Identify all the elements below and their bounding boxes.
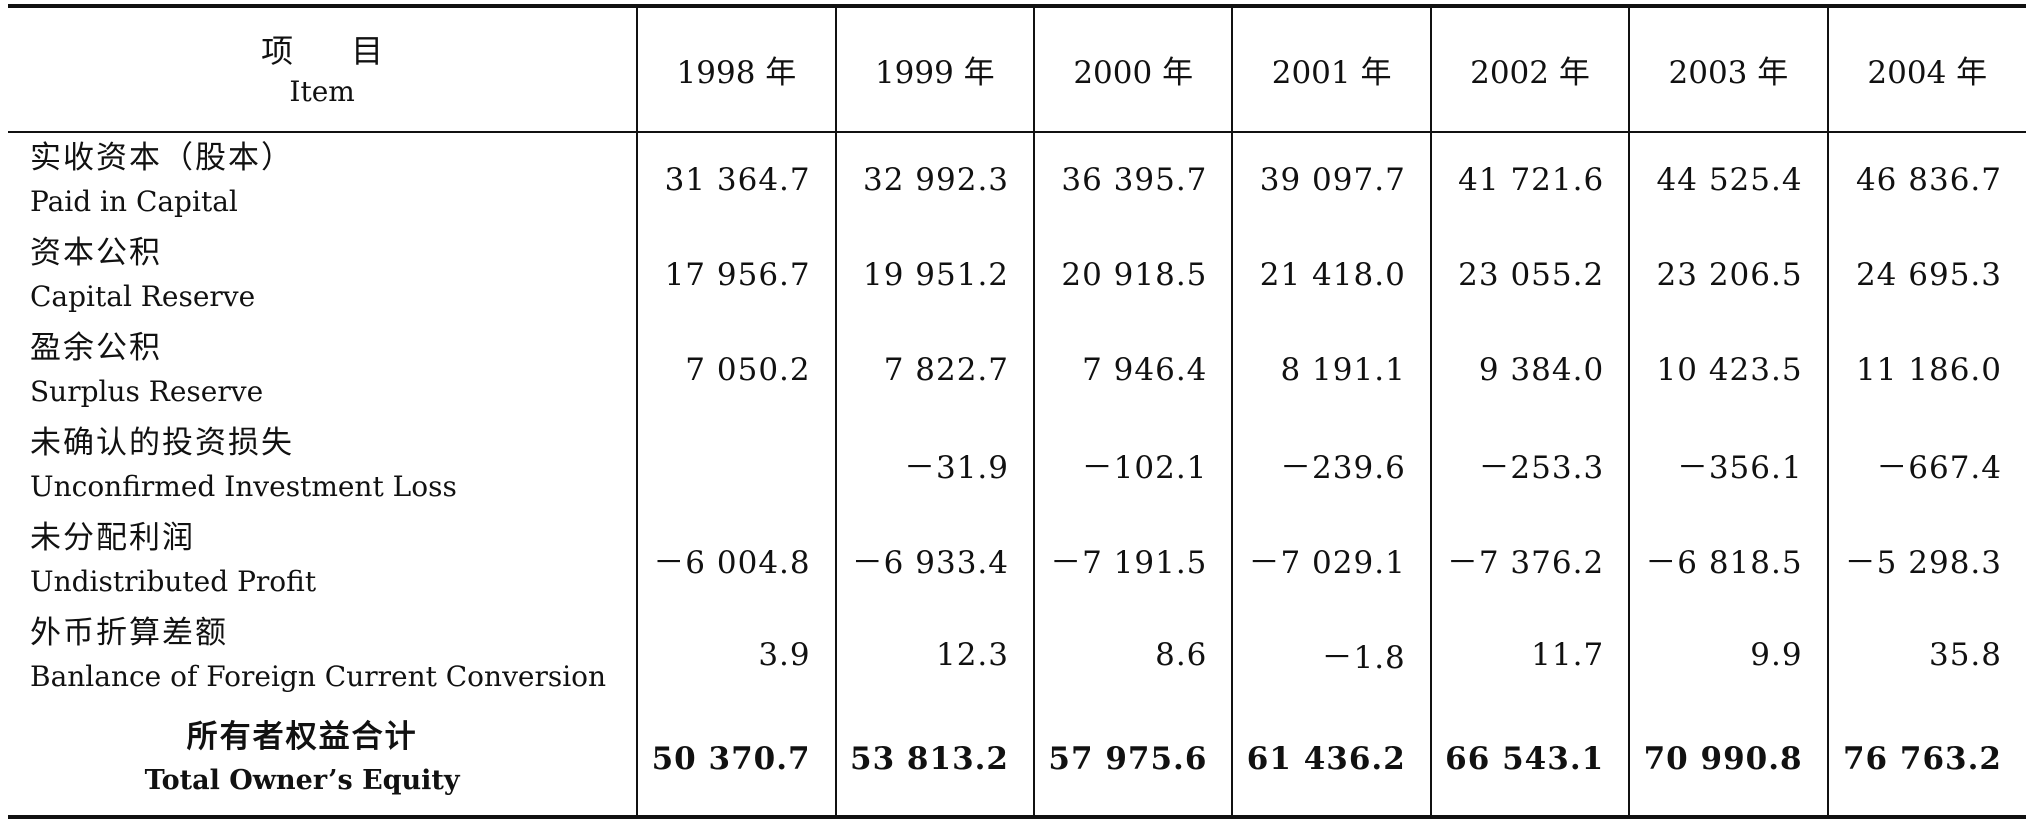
value-cell: 11.7 (1429, 607, 1630, 702)
header-row: 项目 Item 1998 年 1999 年 2000 年 2001 年 2002… (8, 4, 2026, 133)
value-cell: 24 695.3 (1826, 227, 2026, 322)
total-value-cell: 53 813.2 (834, 702, 1035, 819)
value-cell: 23 206.5 (1628, 227, 1828, 322)
row-label-en: Capital Reserve (30, 279, 256, 313)
total-label-en: Total Owner’s Equity (144, 764, 460, 796)
value-cell: －7 191.5 (1033, 512, 1233, 607)
value-cell: 12.3 (834, 607, 1035, 702)
value-cell: 20 918.5 (1033, 227, 1233, 322)
total-value-cell: 57 975.6 (1033, 702, 1233, 819)
row-label: 盈余公积 Surplus Reserve (8, 322, 637, 417)
header-year: 1999 年 (834, 4, 1035, 133)
value-cell: 9 384.0 (1429, 322, 1630, 417)
value-cell: 9.9 (1628, 607, 1828, 702)
value-cell: 19 951.2 (834, 227, 1035, 322)
table-row: 资本公积 Capital Reserve 17 956.7 19 951.2 2… (8, 227, 2026, 322)
value-cell: 17 956.7 (636, 227, 836, 322)
header-year: 2001 年 (1231, 4, 1431, 133)
row-label: 实收资本（股本） Paid in Capital (8, 132, 637, 227)
row-label-en: Surplus Reserve (30, 374, 264, 408)
owners-equity-table: 项目 Item 1998 年 1999 年 2000 年 2001 年 2002… (8, 4, 2026, 819)
row-label-cn: 未分配利润 (30, 519, 195, 556)
total-label: 所有者权益合计 Total Owner’s Equity (8, 702, 638, 819)
value-cell: 7 946.4 (1033, 322, 1233, 417)
total-row: 所有者权益合计 Total Owner’s Equity 50 370.7 53… (8, 702, 2026, 819)
value-cell: －31.9 (834, 417, 1035, 512)
value-cell: －667.4 (1826, 417, 2026, 512)
value-cell: －253.3 (1429, 417, 1630, 512)
header-year: 2002 年 (1429, 4, 1630, 133)
value-cell: 44 525.4 (1628, 132, 1828, 227)
row-label-cn: 资本公积 (30, 234, 162, 271)
total-label-cn: 所有者权益合计 (186, 718, 418, 755)
value-cell (636, 417, 836, 512)
value-cell: －7 029.1 (1231, 512, 1431, 607)
value-cell: －239.6 (1231, 417, 1431, 512)
value-cell: 10 423.5 (1628, 322, 1828, 417)
value-cell: －356.1 (1628, 417, 1828, 512)
table-row: 未确认的投资损失 Unconfirmed Investment Loss －31… (8, 417, 2026, 512)
table-row: 未分配利润 Undistributed Profit －6 004.8 －6 9… (8, 512, 2026, 607)
total-value-cell: 61 436.2 (1231, 702, 1431, 819)
row-label-en: Banlance of Foreign Current Conversion (30, 659, 607, 693)
total-value-cell: 70 990.8 (1628, 702, 1828, 819)
row-label-cn: 未确认的投资损失 (30, 424, 294, 461)
header-item-en: Item (289, 74, 355, 108)
value-cell: 35.8 (1826, 607, 2026, 702)
row-label: 资本公积 Capital Reserve (8, 227, 637, 322)
value-cell: －7 376.2 (1429, 512, 1630, 607)
value-cell: 41 721.6 (1429, 132, 1630, 227)
value-cell: －5 298.3 (1826, 512, 2026, 607)
header-item-cn: 项目 (261, 31, 442, 70)
row-label-cn: 盈余公积 (30, 329, 162, 366)
row-label-en: Paid in Capital (30, 185, 238, 218)
value-cell: －1.8 (1231, 607, 1431, 702)
value-cell: 3.9 (636, 607, 836, 702)
value-cell: －6 004.8 (636, 512, 836, 607)
value-cell: －6 818.5 (1628, 512, 1828, 607)
row-label: 未分配利润 Undistributed Profit (8, 512, 637, 607)
table-row: 盈余公积 Surplus Reserve 7 050.2 7 822.7 7 9… (8, 322, 2026, 417)
value-cell: 7 050.2 (636, 322, 836, 417)
value-cell: 46 836.7 (1826, 132, 2026, 227)
total-value-cell: 66 543.1 (1429, 702, 1630, 819)
row-label: 外币折算差额 Banlance of Foreign Current Conve… (8, 607, 637, 702)
value-cell: 11 186.0 (1826, 322, 2026, 417)
total-value-cell: 76 763.2 (1826, 702, 2026, 819)
header-year: 1998 年 (636, 4, 836, 133)
value-cell: 8 191.1 (1231, 322, 1431, 417)
value-cell: －102.1 (1033, 417, 1233, 512)
row-label-en: Unconfirmed Investment Loss (30, 469, 457, 503)
row-label: 未确认的投资损失 Unconfirmed Investment Loss (8, 417, 637, 512)
value-cell: 32 992.3 (834, 132, 1035, 227)
header-item-cell: 项目 Item (8, 4, 638, 133)
header-year: 2003 年 (1628, 4, 1828, 133)
header-year: 2000 年 (1033, 4, 1233, 133)
total-value-cell: 50 370.7 (636, 702, 836, 819)
header-year: 2004 年 (1826, 4, 2026, 133)
row-label-cn: 实收资本（股本） (30, 140, 294, 176)
value-cell: 8.6 (1033, 607, 1233, 702)
row-label-cn: 外币折算差额 (30, 614, 228, 651)
table-header: 项目 Item 1998 年 1999 年 2000 年 2001 年 2002… (8, 4, 2026, 133)
value-cell: 31 364.7 (636, 132, 836, 227)
value-cell: －6 933.4 (834, 512, 1035, 607)
value-cell: 21 418.0 (1231, 227, 1431, 322)
value-cell: 23 055.2 (1429, 227, 1630, 322)
row-label-en: Undistributed Profit (30, 564, 317, 598)
value-cell: 39 097.7 (1231, 132, 1431, 227)
table-row: 实收资本（股本） Paid in Capital 31 364.7 32 992… (8, 132, 2026, 227)
table-row: 外币折算差额 Banlance of Foreign Current Conve… (8, 607, 2026, 702)
table-body: 实收资本（股本） Paid in Capital 31 364.7 32 992… (8, 132, 2026, 819)
value-cell: 36 395.7 (1033, 132, 1233, 227)
value-cell: 7 822.7 (834, 322, 1035, 417)
owners-equity-table-wrapper: 项目 Item 1998 年 1999 年 2000 年 2001 年 2002… (8, 4, 2026, 819)
